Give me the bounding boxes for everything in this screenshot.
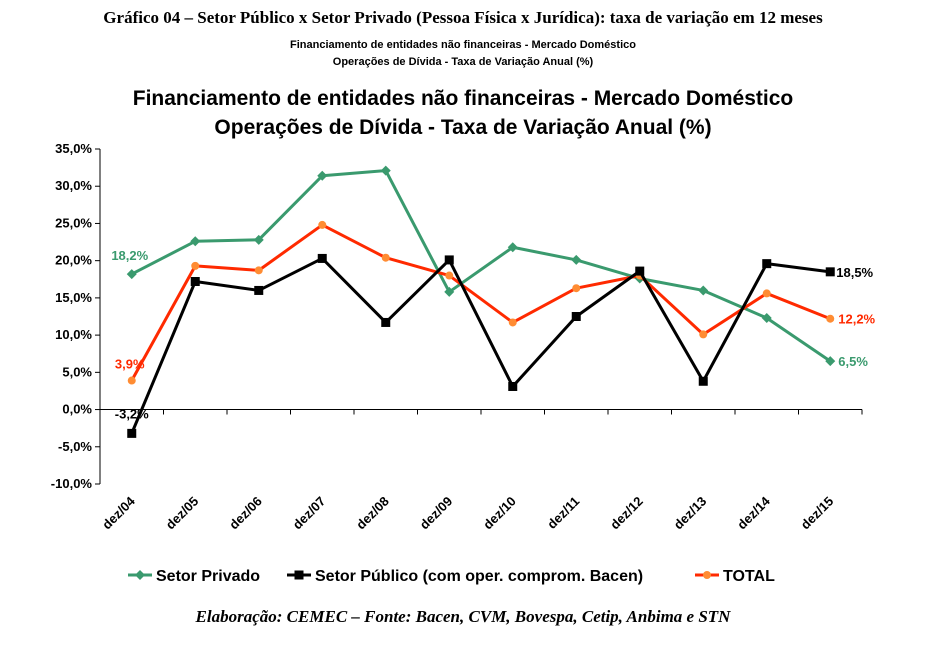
legend-marker bbox=[703, 571, 711, 579]
y-tick-label: 15,0% bbox=[55, 290, 92, 305]
data-point bbox=[572, 284, 581, 293]
y-tick-label: 5,0% bbox=[62, 364, 92, 379]
data-point bbox=[507, 242, 518, 253]
x-tick-label: dez/14 bbox=[734, 493, 773, 532]
data-point bbox=[317, 253, 327, 263]
data-point bbox=[635, 266, 645, 276]
data-point bbox=[508, 381, 518, 391]
data-point bbox=[381, 317, 391, 327]
x-tick-label: dez/13 bbox=[671, 494, 710, 533]
chart-title-line2: Operações de Dívida - Taxa de Variação A… bbox=[214, 116, 711, 139]
legend-item-0: Setor Privado bbox=[128, 568, 260, 585]
data-point bbox=[825, 356, 836, 367]
x-tick-label: dez/04 bbox=[99, 493, 138, 532]
x-tick-label: dez/09 bbox=[417, 494, 456, 533]
series-line bbox=[131, 169, 832, 363]
data-point bbox=[826, 314, 835, 323]
data-point bbox=[190, 277, 200, 287]
data-point bbox=[191, 261, 200, 270]
legend-marker bbox=[135, 570, 145, 580]
line-chart: Financiamento de entidades não financeir… bbox=[51, 87, 876, 585]
data-label: 6,5% bbox=[838, 354, 868, 369]
data-point bbox=[444, 286, 455, 297]
data-label: 18,2% bbox=[111, 248, 148, 263]
data-point bbox=[253, 234, 264, 245]
data-point bbox=[699, 330, 708, 339]
data-point bbox=[254, 266, 263, 275]
x-tick-label: dez/08 bbox=[353, 494, 392, 533]
data-point bbox=[317, 170, 328, 181]
x-tick-label: dez/10 bbox=[480, 494, 519, 533]
data-point bbox=[698, 285, 709, 296]
series-1 bbox=[127, 253, 835, 438]
legend-label: Setor Privado bbox=[156, 568, 260, 585]
data-label: 3,9% bbox=[115, 357, 145, 372]
legend-item-2: TOTAL bbox=[695, 568, 775, 585]
x-tick-label: dez/07 bbox=[290, 494, 329, 533]
data-point bbox=[381, 253, 390, 262]
y-tick-label: 10,0% bbox=[55, 327, 92, 342]
x-tick-label: dez/06 bbox=[226, 494, 265, 533]
data-point bbox=[761, 312, 772, 323]
x-tick-label: dez/05 bbox=[163, 494, 202, 533]
x-tick-label: dez/11 bbox=[544, 494, 582, 532]
figure-subtitle-line2: Operações de Dívida - Taxa de Variação A… bbox=[332, 56, 594, 68]
data-point bbox=[825, 267, 835, 277]
data-point bbox=[571, 312, 581, 321]
data-point bbox=[445, 271, 454, 280]
data-point bbox=[762, 259, 772, 269]
y-tick-label: 25,0% bbox=[55, 215, 92, 230]
data-point bbox=[318, 220, 327, 229]
legend-marker bbox=[294, 570, 304, 580]
y-tick-label: 35,0% bbox=[55, 141, 92, 156]
data-point bbox=[127, 428, 137, 438]
legend-label: TOTAL bbox=[723, 568, 775, 585]
series-line bbox=[130, 256, 831, 434]
series-0 bbox=[126, 165, 836, 367]
series-line bbox=[130, 223, 831, 382]
y-tick-label: 20,0% bbox=[55, 253, 92, 268]
figure-subtitle-line1: Financiamento de entidades não financeir… bbox=[290, 39, 636, 51]
y-tick-label: 0,0% bbox=[62, 402, 92, 417]
y-tick-label: -10,0% bbox=[51, 476, 93, 491]
data-point bbox=[127, 376, 136, 385]
data-label: -3,2% bbox=[115, 406, 149, 421]
data-point bbox=[762, 289, 771, 298]
data-point bbox=[698, 376, 708, 386]
x-tick-label: dez/15 bbox=[798, 494, 837, 533]
data-label: 18,5% bbox=[836, 265, 873, 280]
y-tick-label: 30,0% bbox=[55, 178, 92, 193]
data-label: 12,2% bbox=[838, 312, 875, 327]
data-point bbox=[508, 318, 517, 327]
legend-item-1: Setor Público (com oper. comprom. Bacen) bbox=[287, 568, 643, 585]
chart-series: 18,2% 6,5% -3,2% 18,5% 3,9% 12,2% bbox=[111, 165, 876, 438]
data-point bbox=[190, 236, 201, 247]
chart-legend: Setor Privado Setor Público (com oper. co… bbox=[128, 568, 775, 585]
y-tick-label: -5,0% bbox=[58, 439, 92, 454]
chart-title-line1: Financiamento de entidades não financeir… bbox=[133, 87, 794, 110]
legend-label: Setor Público (com oper. comprom. Bacen) bbox=[315, 568, 643, 585]
data-point bbox=[380, 165, 391, 176]
data-point bbox=[571, 254, 582, 265]
figure-footer-source: Elaboração: CEMEC – Fonte: Bacen, CVM, B… bbox=[195, 607, 731, 626]
data-point bbox=[444, 255, 454, 265]
data-point bbox=[254, 285, 264, 295]
series-2 bbox=[127, 220, 835, 385]
x-tick-label: dez/12 bbox=[607, 494, 646, 533]
data-point bbox=[126, 269, 137, 280]
figure-title: Gráfico 04 – Setor Público x Setor Priva… bbox=[103, 8, 823, 27]
